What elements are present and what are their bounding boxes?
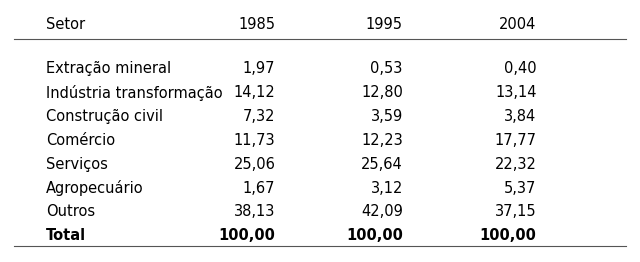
Text: Agropecuário: Agropecuário xyxy=(46,180,143,196)
Text: 22,32: 22,32 xyxy=(495,157,537,172)
Text: 0,53: 0,53 xyxy=(371,61,403,76)
Text: Indústria transformação: Indústria transformação xyxy=(46,85,223,101)
Text: 25,64: 25,64 xyxy=(361,157,403,172)
Text: 100,00: 100,00 xyxy=(480,228,537,243)
Text: Construção civil: Construção civil xyxy=(46,109,163,124)
Text: 3,59: 3,59 xyxy=(371,109,403,124)
Text: 7,32: 7,32 xyxy=(243,109,275,124)
Text: Total: Total xyxy=(46,228,86,243)
Text: Serviços: Serviços xyxy=(46,157,108,172)
Text: 42,09: 42,09 xyxy=(361,204,403,219)
Text: 13,14: 13,14 xyxy=(495,85,537,100)
Text: Outros: Outros xyxy=(46,204,95,219)
Text: Comércio: Comércio xyxy=(46,133,115,148)
Text: 12,80: 12,80 xyxy=(361,85,403,100)
Text: 100,00: 100,00 xyxy=(346,228,403,243)
Text: 11,73: 11,73 xyxy=(234,133,275,148)
Text: Setor: Setor xyxy=(46,17,85,32)
Text: 38,13: 38,13 xyxy=(234,204,275,219)
Text: 3,84: 3,84 xyxy=(504,109,537,124)
Text: 1985: 1985 xyxy=(238,17,275,32)
Text: 1995: 1995 xyxy=(366,17,403,32)
Text: 12,23: 12,23 xyxy=(361,133,403,148)
Text: 14,12: 14,12 xyxy=(234,85,275,100)
Text: 1,97: 1,97 xyxy=(243,61,275,76)
Text: 1,67: 1,67 xyxy=(243,181,275,195)
Text: 25,06: 25,06 xyxy=(234,157,275,172)
Text: 100,00: 100,00 xyxy=(218,228,275,243)
Text: 37,15: 37,15 xyxy=(495,204,537,219)
Text: 2004: 2004 xyxy=(499,17,537,32)
Text: Extração mineral: Extração mineral xyxy=(46,61,171,76)
Text: 3,12: 3,12 xyxy=(371,181,403,195)
Text: 0,40: 0,40 xyxy=(504,61,537,76)
Text: 17,77: 17,77 xyxy=(495,133,537,148)
Text: 5,37: 5,37 xyxy=(504,181,537,195)
